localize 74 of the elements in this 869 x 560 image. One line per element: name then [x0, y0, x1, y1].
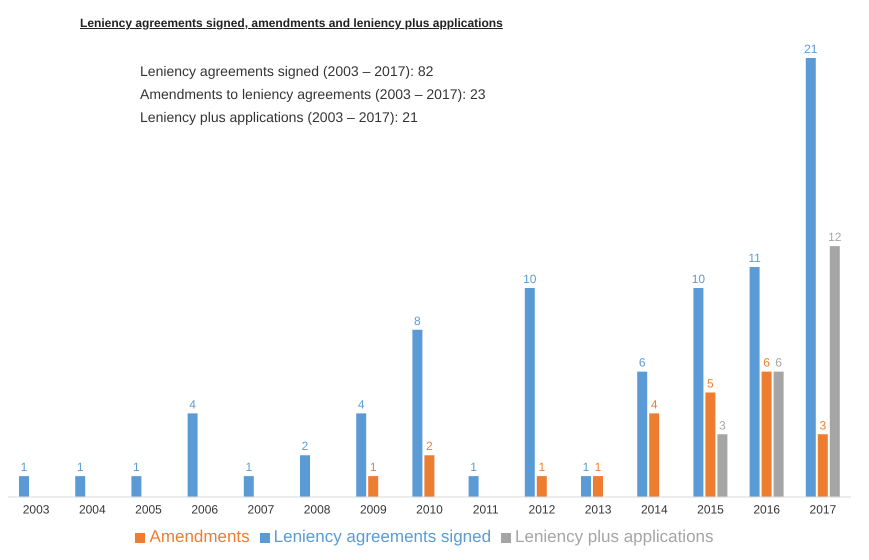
- data-label: 1: [582, 460, 590, 474]
- data-label: 1: [470, 460, 478, 474]
- bar: [412, 330, 422, 497]
- bar: [131, 476, 142, 497]
- data-label: 1: [370, 460, 377, 474]
- x-tick-label: 2007: [248, 502, 275, 517]
- bar: [593, 476, 603, 497]
- bar: [750, 267, 760, 497]
- data-label: 1: [538, 460, 546, 474]
- bar: [468, 476, 479, 497]
- bar: [368, 476, 378, 497]
- data-label: 3: [719, 418, 726, 432]
- bar: [717, 434, 728, 497]
- x-tick-label: 2005: [135, 502, 162, 517]
- bar: [424, 455, 434, 497]
- data-label: 5: [707, 376, 714, 390]
- data-label: 6: [763, 356, 770, 370]
- bar: [806, 58, 816, 497]
- data-label: 1: [594, 460, 602, 474]
- x-tick-label: 2015: [697, 502, 724, 517]
- data-label: 2: [302, 439, 309, 454]
- x-tick-label: 2013: [584, 502, 612, 517]
- data-label: 2: [426, 439, 434, 454]
- bar: [244, 476, 254, 497]
- bar: [188, 413, 198, 497]
- data-label: 4: [358, 397, 365, 412]
- x-tick-label: 2010: [416, 502, 444, 517]
- x-tick-label: 2017: [810, 502, 837, 517]
- bar: [774, 372, 784, 497]
- data-label: 6: [775, 356, 782, 370]
- x-tick-label: 2011: [472, 502, 499, 517]
- data-label: 1: [245, 460, 252, 474]
- x-tick-label: 2014: [640, 502, 668, 517]
- legend-label: Leniency plus applications: [515, 527, 714, 546]
- bar: [19, 476, 29, 497]
- bar: [762, 372, 772, 497]
- data-label: 8: [414, 314, 422, 328]
- data-label: 11: [748, 251, 762, 266]
- data-label: 3: [819, 418, 826, 432]
- data-label: 1: [133, 460, 140, 474]
- bar: [705, 392, 716, 497]
- x-tick-label: 2008: [304, 502, 331, 517]
- legend-label: Amendments: [149, 527, 250, 546]
- x-tick-label: 2003: [22, 502, 50, 517]
- bar: [536, 476, 547, 497]
- x-tick-label: 2009: [360, 502, 387, 517]
- x-tick-label: 2004: [78, 502, 106, 517]
- annotation: Leniency plus applications (2003 – 2017): 21: [140, 108, 419, 127]
- x-tick-label: 2006: [191, 502, 218, 517]
- data-label: 4: [650, 397, 658, 412]
- data-label: 1: [20, 460, 28, 474]
- x-tick-label: 2012: [528, 502, 556, 517]
- annotation: Leniency agreements signed (2003 – 2017): 82: [140, 62, 434, 81]
- bar: [356, 413, 366, 497]
- bar: [818, 434, 828, 497]
- bar: [300, 455, 310, 497]
- bar: [581, 476, 591, 497]
- data-label: 10: [692, 272, 706, 286]
- bar: [830, 246, 840, 497]
- x-tick-label: 2016: [753, 502, 780, 517]
- bar: [637, 372, 648, 497]
- chart-title: Leniency agreements signed, amendments and leniency plus applications: [80, 16, 503, 30]
- bar: [75, 476, 86, 497]
- bar: [693, 288, 704, 497]
- legend-label: Leniency agreements signed: [274, 527, 492, 546]
- data-label: 4: [189, 397, 196, 412]
- data-label: 1: [76, 460, 84, 474]
- data-label: 6: [638, 356, 646, 370]
- annotation: Amendments to leniency agreements (2003 – 2017): 23: [140, 85, 486, 104]
- data-label: 21: [804, 42, 818, 56]
- data-label: 10: [523, 272, 537, 286]
- data-label: 12: [828, 230, 842, 244]
- bar: [649, 413, 660, 497]
- bar: [524, 288, 535, 497]
